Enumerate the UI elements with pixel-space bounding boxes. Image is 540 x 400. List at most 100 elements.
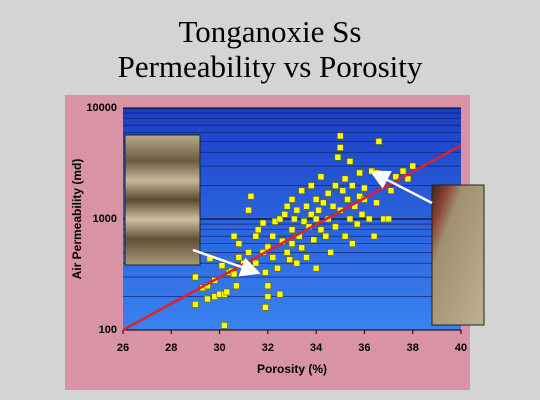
point	[334, 153, 342, 161]
point	[336, 132, 344, 140]
point	[221, 322, 228, 329]
y-tick-label: 10000	[86, 102, 117, 114]
point	[293, 206, 301, 214]
core-photo	[124, 134, 201, 266]
point	[204, 295, 211, 303]
y-tick-label: 1000	[93, 213, 117, 225]
point	[281, 211, 289, 218]
point	[288, 240, 296, 247]
point	[387, 187, 395, 194]
point	[375, 138, 383, 145]
point	[223, 288, 231, 296]
point	[399, 167, 407, 175]
point	[317, 226, 325, 234]
point	[230, 232, 238, 240]
point	[252, 259, 260, 267]
point	[262, 304, 269, 311]
point	[312, 215, 320, 223]
point	[283, 249, 291, 256]
point	[312, 196, 320, 203]
point	[365, 215, 373, 223]
x-tick-label: 36	[358, 342, 370, 354]
point	[356, 169, 363, 177]
point	[291, 215, 298, 223]
point	[324, 190, 332, 197]
point	[235, 254, 243, 261]
point	[274, 264, 281, 272]
point	[317, 173, 325, 181]
x-tick-label: 34	[310, 342, 323, 354]
x-axis-label: Porosity (%)	[257, 362, 327, 376]
point	[269, 254, 276, 261]
point	[312, 264, 320, 272]
point	[235, 240, 243, 247]
point	[264, 293, 272, 300]
point	[218, 262, 226, 269]
point	[385, 215, 392, 223]
point	[346, 158, 354, 165]
point	[332, 223, 339, 231]
point	[303, 203, 310, 210]
point	[298, 244, 305, 252]
point	[349, 182, 356, 189]
title-line: Permeability vs Porosity	[118, 49, 423, 84]
point	[373, 199, 380, 207]
y-tick-label: 100	[99, 324, 117, 336]
x-tick-label: 38	[407, 342, 419, 354]
point	[329, 203, 337, 210]
point	[336, 144, 344, 151]
point	[361, 184, 368, 192]
arrow	[192, 248, 261, 277]
point	[341, 175, 349, 183]
point	[341, 232, 349, 240]
point	[293, 259, 301, 267]
point	[288, 226, 296, 234]
point	[276, 290, 284, 298]
title-line: Tonganoxie Ss	[179, 14, 362, 49]
point	[353, 220, 361, 228]
point	[327, 249, 334, 256]
x-tick-label: 26	[117, 342, 129, 354]
point	[283, 203, 291, 210]
point	[276, 215, 284, 223]
point	[247, 193, 255, 200]
point	[310, 236, 318, 244]
point	[344, 196, 351, 203]
point	[259, 219, 267, 227]
core-photo	[431, 184, 485, 326]
point	[264, 282, 272, 290]
point	[192, 301, 199, 308]
point	[298, 187, 305, 194]
point	[303, 254, 310, 261]
x-tick-label: 30	[213, 342, 225, 354]
trend-line	[122, 144, 462, 332]
point	[245, 249, 252, 256]
point	[262, 269, 269, 276]
point	[332, 182, 339, 189]
point	[322, 232, 330, 240]
point	[300, 218, 308, 225]
arrow	[369, 170, 433, 205]
x-tick-label: 28	[165, 342, 177, 354]
point	[245, 206, 252, 214]
point	[286, 256, 293, 263]
point	[315, 206, 322, 214]
point	[320, 199, 327, 207]
point	[370, 232, 378, 240]
point	[233, 282, 240, 290]
point	[288, 196, 296, 203]
x-tick-label: 40	[455, 342, 467, 354]
point	[252, 232, 260, 240]
point	[254, 226, 262, 234]
point	[230, 270, 238, 278]
point	[308, 211, 315, 218]
point	[409, 162, 417, 170]
point	[192, 273, 199, 281]
point	[346, 215, 354, 223]
point	[269, 232, 276, 240]
point	[308, 182, 315, 189]
y-axis-label: Air Permeability (md)	[70, 159, 84, 280]
point	[349, 240, 356, 247]
point	[339, 187, 347, 194]
